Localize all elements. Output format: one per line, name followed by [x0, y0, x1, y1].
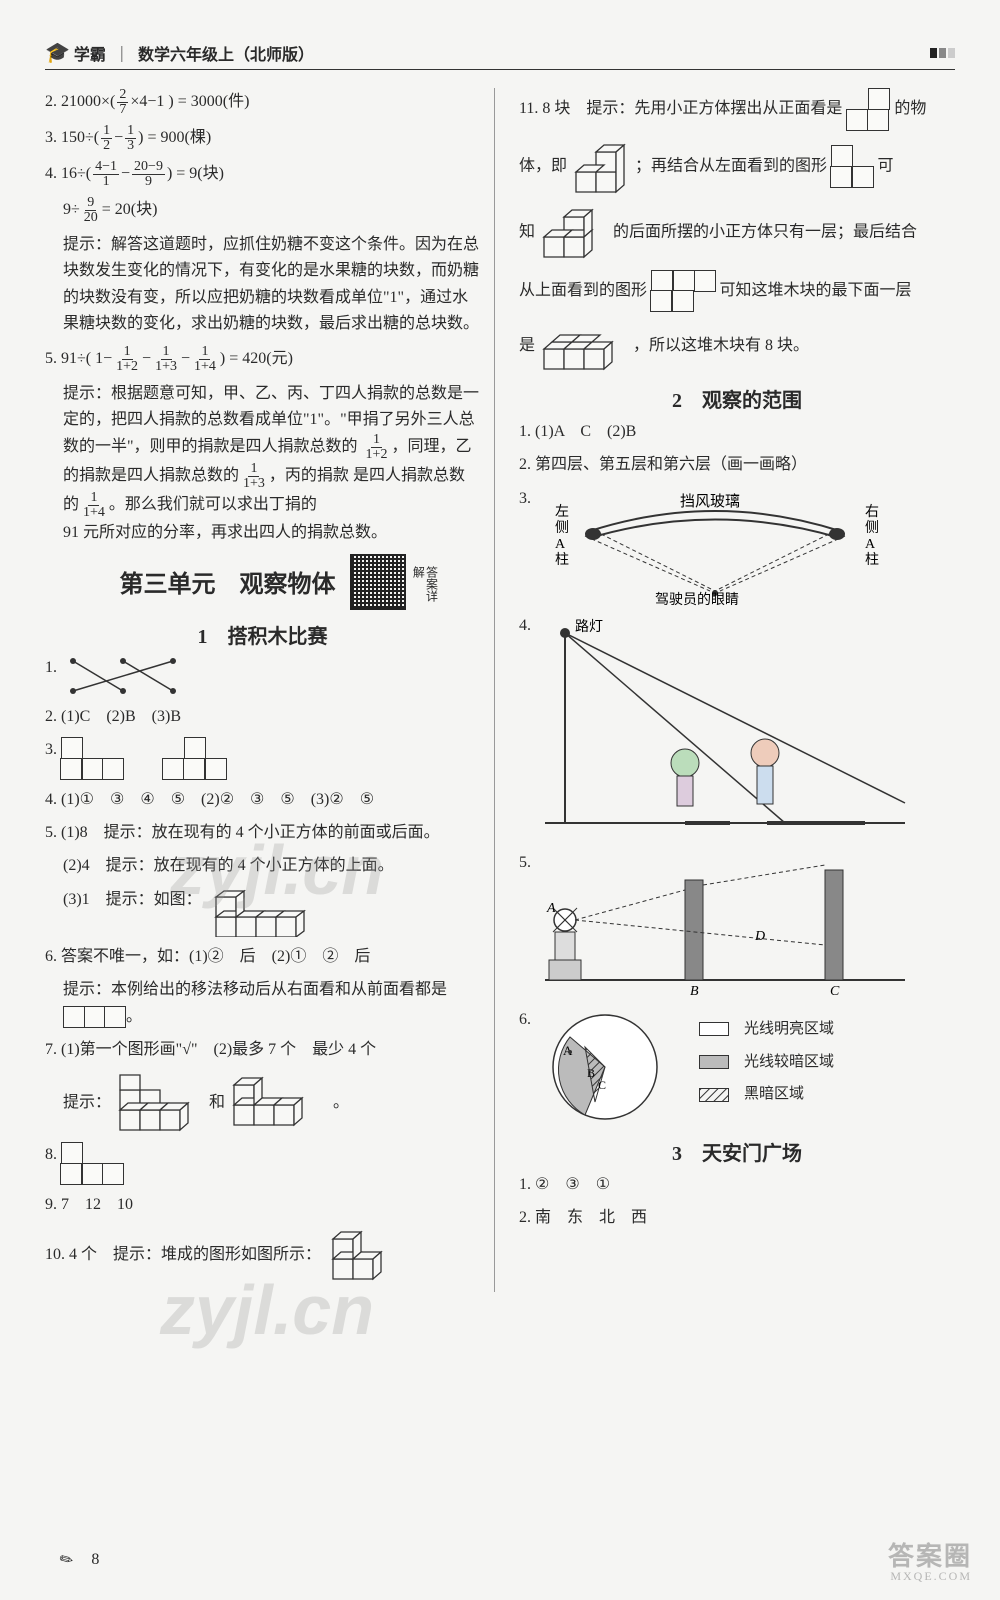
s1-q3: 3. — [45, 737, 480, 780]
header-divider: ｜ — [114, 41, 130, 65]
q2: 2. 21000×(27×4−1 ) = 3000(件) — [45, 88, 480, 117]
q5: 5. 91÷( 1−11+2−11+3−11+4) = 420(元) — [45, 345, 480, 374]
svg-text:柱: 柱 — [555, 552, 569, 568]
s1-q5-1: 5. (1)8 提示：放在现有的 4 个小正方体的前面或后面。 — [45, 820, 480, 846]
svg-text:D: D — [754, 929, 765, 944]
s3-q2: 2. 南 东 北 西 — [519, 1205, 955, 1231]
r-q11-line3: 知 的后面所摆的小正方体只有一层；最后结合 — [519, 203, 955, 263]
content-columns: 2. 21000×(27×4−1 ) = 3000(件) 3. 150÷(12−… — [45, 88, 955, 1292]
section1-title: 1 搭积木比赛 — [45, 620, 480, 649]
s1-q6b: 提示：本例给出的移法移动后从右面看和从前面看都是 。 — [45, 977, 480, 1030]
s1-q7-tip: 提示： 和 。 — [45, 1070, 480, 1135]
header-accent-bars — [930, 48, 955, 58]
s2-q2: 2. 第四层、第五层和第六层（画一画略） — [519, 452, 955, 478]
r-q11-line2: 体，即 ；再结合从左面看到的图形 可 — [519, 138, 955, 196]
svg-text:A: A — [563, 1043, 573, 1058]
circle-shadow-diagram: A B C — [535, 1007, 675, 1127]
r-q11-line4: 从上面看到的图形 可知这堆木块的最下面一层 — [519, 270, 955, 313]
bottom-watermark: 答案圈 MXQE.COM — [888, 1544, 972, 1582]
s1-q7: 7. (1)第一个图形画"√" (2)最多 7 个 最少 4 个 — [45, 1037, 480, 1063]
unit3-title: 第三单元 观察物体 — [120, 564, 336, 599]
s2-q1: 1. (1)A C (2)B — [519, 419, 955, 445]
q3: 3. 150÷(12−13) = 900(棵) — [45, 124, 480, 153]
streetlight-diagram: 路灯 — [535, 613, 915, 843]
svg-text:B: B — [690, 984, 699, 999]
svg-text:右: 右 — [865, 504, 879, 520]
qr-code: 答案详解 — [350, 554, 406, 610]
s1-q5-2: (2)4 提示：放在现有的 4 个小正方体的上面。 — [45, 853, 480, 879]
unit3-row: 第三单元 观察物体 答案详解 — [45, 554, 480, 610]
windshield-diagram: 左侧A柱 右侧A柱 挡风玻璃 驾驶员的眼睛 — [535, 486, 895, 606]
svg-text:挡风玻璃: 挡风玻璃 — [680, 493, 740, 510]
q4a: 4. 16÷(4−11−20−99) = 9(块) — [45, 160, 480, 189]
page-header: 🎓 学霸 ｜ 数学六年级上（北师版） — [45, 40, 955, 70]
matching-diagram — [61, 655, 191, 697]
svg-text:侧: 侧 — [865, 520, 879, 536]
svg-text:C: C — [598, 1078, 606, 1092]
right-column: 11. 8 块 提示：先用小正方体摆出从正面看是 的物 体，即 ；再结合从左面看… — [505, 88, 955, 1292]
svg-text:A: A — [546, 901, 556, 916]
s2-q3: 3. 左侧A柱 右侧A柱 挡风玻璃 驾驶员的眼睛 — [519, 486, 955, 606]
svg-text:路灯: 路灯 — [575, 619, 603, 635]
brand-logo: 🎓 学霸 — [45, 40, 106, 65]
page-title: 数学六年级上（北师版） — [138, 41, 314, 65]
s1-q6a: 6. 答案不唯一，如：(1)② 后 (2)① ② 后 — [45, 944, 480, 970]
cubes-11c — [539, 319, 629, 374]
qr-label: 答案详解 — [411, 566, 437, 608]
page-footer: ✎ 8 — [60, 1550, 99, 1570]
svg-text:侧: 侧 — [555, 520, 569, 536]
cubes-5-3 — [206, 887, 316, 937]
cubes-11a — [571, 138, 631, 196]
s2-q5: 5. A D B C — [519, 850, 955, 1000]
legend: 光线明亮区域 光线较暗区域 黑暗区域 — [699, 1017, 834, 1107]
s2-q6: 6. A B C 光线明亮区域 光线较暗区域 黑暗区域 — [519, 1007, 955, 1127]
cubes-10 — [325, 1225, 395, 1285]
s2-q4: 4. 路灯 — [519, 613, 955, 843]
left-column: 2. 21000×(27×4−1 ) = 3000(件) 3. 150÷(12−… — [45, 88, 495, 1292]
q4b: 9÷920= 20(块) — [45, 196, 480, 225]
svg-text:驾驶员的眼睛: 驾驶员的眼睛 — [655, 592, 739, 606]
cubes-7a — [115, 1070, 205, 1135]
tip4: 提示：解答这道题时，应抓住奶糖不变这个条件。因为在总块数发生变化的情况下，有变化… — [45, 232, 480, 338]
tip5: 提示：根据题意可知，甲、乙、丙、丁四人捐款的总数是一定的，把四人捐款的总数看成单… — [45, 381, 480, 547]
brand-text: 学霸 — [74, 41, 106, 65]
cubes-11b — [539, 203, 609, 263]
svg-text:左: 左 — [555, 504, 569, 520]
s1-q5-3: (3)1 提示：如图： — [45, 887, 480, 937]
svg-text:A: A — [865, 537, 876, 552]
r-q11-line5: 是 ，所以这堆木块有 8 块。 — [519, 319, 955, 374]
pillars-diagram: A D B C — [535, 850, 915, 1000]
page-number: 8 — [91, 1551, 99, 1569]
svg-text:C: C — [830, 984, 840, 999]
s1-q9: 9. 7 12 10 — [45, 1192, 480, 1218]
svg-text:柱: 柱 — [865, 552, 879, 568]
svg-text:A: A — [555, 537, 566, 552]
section2-title: 2 观察的范围 — [519, 384, 955, 413]
s1-q10: 10. 4 个 提示：堆成的图形如图所示： — [45, 1225, 480, 1285]
grad-cap-icon: 🎓 — [45, 40, 70, 65]
s3-q1: 1. ② ③ ① — [519, 1172, 955, 1198]
s1-q8: 8. — [45, 1142, 480, 1185]
s1-q2: 2. (1)C (2)B (3)B — [45, 704, 480, 730]
pencil-icon: ✎ — [56, 1548, 78, 1572]
r-q11-line1: 11. 8 块 提示：先用小正方体摆出从正面看是 的物 — [519, 88, 955, 131]
s1-q1: 1. — [45, 655, 480, 697]
cubes-7b — [229, 1075, 329, 1130]
s1-q4: 4. (1)① ③ ④ ⑤ (2)② ③ ⑤ (3)② ⑤ — [45, 787, 480, 813]
svg-text:B: B — [587, 1066, 595, 1080]
section3-title: 3 天安门广场 — [519, 1137, 955, 1166]
